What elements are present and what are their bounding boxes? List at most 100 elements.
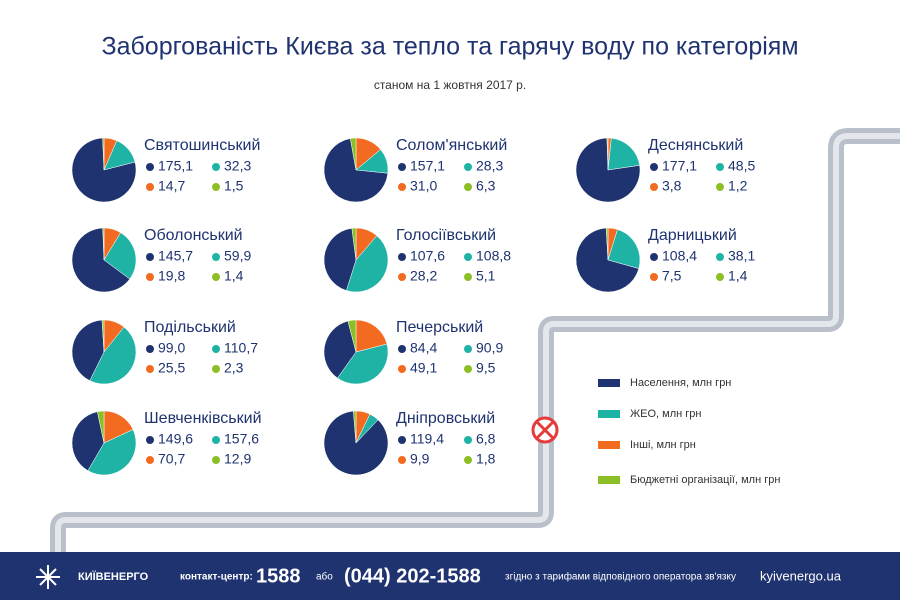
- pie-title: Голосіївський: [396, 227, 496, 244]
- title: Заборгованість Києва за тепло та гарячу …: [101, 33, 798, 61]
- value-dot: [146, 183, 154, 191]
- value-dot: [398, 163, 406, 171]
- value-dot: [146, 436, 154, 444]
- value-dot: [464, 163, 472, 171]
- pie-slice: [71, 411, 105, 471]
- value-label: 31,0: [410, 178, 437, 194]
- legend-swatch: [598, 410, 620, 418]
- value-label: 1,5: [224, 178, 244, 194]
- value-dot: [146, 456, 154, 464]
- contact-label: контакт-центр:: [180, 572, 253, 583]
- value-dot: [398, 183, 406, 191]
- value-dot: [212, 253, 220, 261]
- pie-slice: [337, 343, 389, 385]
- legend-swatch: [598, 379, 620, 387]
- brand: КИЇВЕНЕРГО: [78, 570, 149, 583]
- pie-slice: [607, 137, 640, 171]
- value-dot: [398, 436, 406, 444]
- pie-slice: [71, 137, 137, 203]
- value-label: 119,4: [410, 431, 444, 447]
- subtitle: станом на 1 жовтня 2017 р.: [374, 78, 526, 92]
- value-label: 1,4: [224, 268, 244, 284]
- value-label: 177,1: [662, 158, 697, 174]
- pie-title: Солом'янський: [396, 137, 507, 154]
- pie-slice: [102, 137, 105, 171]
- pie-title: Шевченківський: [144, 410, 262, 427]
- short-number: 1588: [256, 565, 301, 587]
- pie-title: Печерський: [396, 319, 483, 336]
- pie-slice: [71, 227, 131, 293]
- value-dot: [146, 365, 154, 373]
- value-dot: [464, 345, 472, 353]
- value-label: 1,2: [728, 178, 748, 194]
- value-dot: [464, 183, 472, 191]
- value-dot: [650, 253, 658, 261]
- pie-slice: [355, 319, 388, 353]
- value-dot: [464, 273, 472, 281]
- value-dot: [398, 253, 406, 261]
- value-label: 2,3: [224, 360, 244, 376]
- pie-slice: [89, 326, 137, 385]
- pie-slice: [353, 410, 357, 444]
- pie-slice: [87, 429, 137, 476]
- note: згідно з тарифами відповідного оператора…: [505, 571, 736, 583]
- value-dot: [146, 345, 154, 353]
- footer: КИЇВЕНЕРГО контакт-центр: 1588 або (044)…: [78, 565, 842, 587]
- value-label: 48,5: [728, 158, 755, 174]
- pie-slice: [103, 232, 137, 280]
- value-dot: [398, 365, 406, 373]
- value-dot: [464, 365, 472, 373]
- pie-slice: [606, 137, 609, 171]
- pie-slice: [351, 227, 357, 261]
- value-label: 110,7: [224, 340, 258, 356]
- value-label: 84,4: [410, 340, 437, 356]
- value-dot: [716, 273, 724, 281]
- legend-swatch: [598, 441, 620, 449]
- value-dot: [212, 436, 220, 444]
- value-dot: [146, 273, 154, 281]
- value-dot: [212, 273, 220, 281]
- value-label: 175,1: [158, 158, 193, 174]
- pie-slice: [347, 319, 357, 353]
- value-label: 3,8: [662, 178, 682, 194]
- pie-slice: [323, 320, 357, 379]
- value-dot: [650, 273, 658, 281]
- pie-slice: [346, 235, 389, 293]
- value-dot: [398, 345, 406, 353]
- pie-slice: [575, 227, 640, 293]
- value-dot: [146, 253, 154, 261]
- value-label: 38,1: [728, 248, 755, 264]
- legend-label: ЖЕО, млн грн: [630, 408, 701, 420]
- value-label: 28,2: [410, 268, 437, 284]
- logo-icon: [36, 565, 60, 589]
- site: kyivenergo.ua: [760, 568, 842, 583]
- value-dot: [398, 273, 406, 281]
- legend-swatch: [598, 476, 620, 484]
- value-label: 145,7: [158, 248, 193, 264]
- value-label: 7,5: [662, 268, 682, 284]
- value-dot: [464, 253, 472, 261]
- value-label: 1,8: [476, 451, 496, 467]
- pie-slice: [71, 319, 105, 381]
- pie-title: Дніпровський: [396, 410, 495, 427]
- value-dot: [650, 183, 658, 191]
- value-dot: [398, 456, 406, 464]
- value-label: 5,1: [476, 268, 496, 284]
- value-dot: [464, 436, 472, 444]
- pie-title: Святошинський: [144, 137, 260, 154]
- value-label: 49,1: [410, 360, 437, 376]
- value-dot: [146, 163, 154, 171]
- pie-slice: [605, 227, 609, 261]
- pie-slice: [607, 229, 641, 269]
- value-label: 1,4: [728, 268, 748, 284]
- value-label: 149,6: [158, 431, 193, 447]
- value-dot: [650, 163, 658, 171]
- value-label: 25,5: [158, 360, 185, 376]
- pie-slice: [323, 227, 357, 291]
- value-dot: [716, 183, 724, 191]
- value-label: 14,7: [158, 178, 185, 194]
- value-dot: [212, 365, 220, 373]
- pie-title: Оболонський: [144, 227, 243, 244]
- value-label: 99,0: [158, 340, 185, 356]
- value-label: 157,1: [410, 158, 445, 174]
